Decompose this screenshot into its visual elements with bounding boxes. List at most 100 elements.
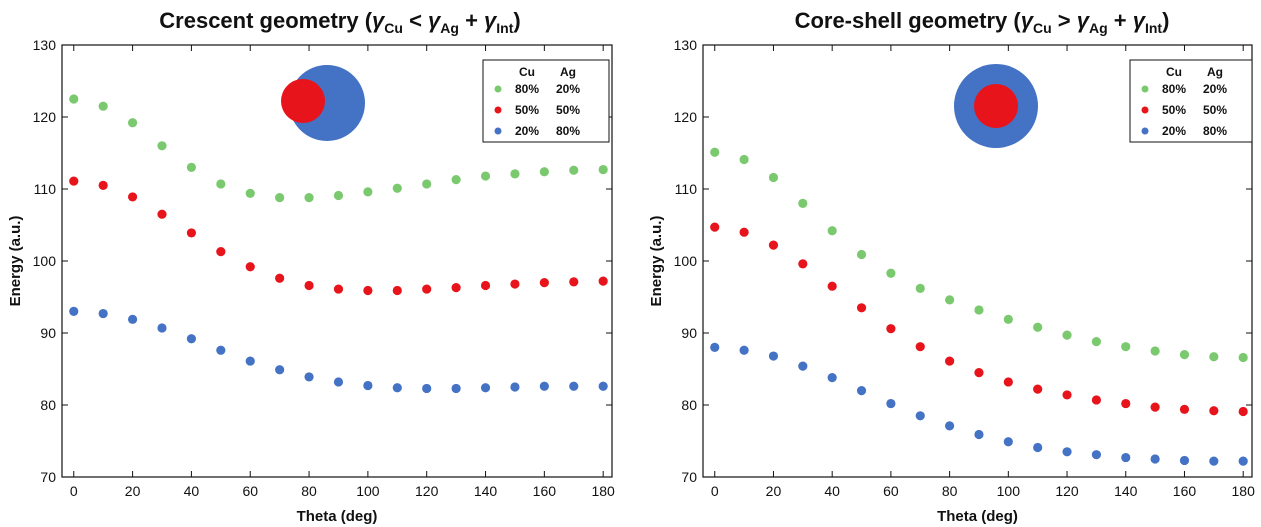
- legend-marker: [494, 85, 502, 93]
- x-tick-label: 120: [1055, 483, 1079, 499]
- title-plus: +: [1108, 8, 1133, 33]
- title-main: Crescent geometry (: [159, 8, 372, 33]
- data-point: [245, 356, 255, 366]
- data-point: [275, 365, 285, 375]
- data-point: [798, 361, 808, 371]
- data-point: [157, 323, 167, 333]
- data-point: [569, 277, 579, 287]
- y-axis-label: Energy (a.u.): [7, 216, 24, 307]
- data-point: [1179, 404, 1190, 414]
- data-point: [1150, 402, 1160, 412]
- data-point: [974, 368, 984, 378]
- chart-panel-2: Core-shell geometry (γCu > γAg + γInt)70…: [648, 8, 1255, 525]
- data-point: [333, 190, 344, 201]
- legend: Cu Ag 80% 20% 50% 50% 20% 80%: [1129, 59, 1253, 143]
- legend-header-cu: Cu: [1166, 65, 1182, 79]
- data-point: [1003, 437, 1013, 447]
- series-3: [69, 306, 608, 394]
- data-point: [739, 227, 749, 237]
- x-tick-label: 60: [883, 483, 899, 499]
- legend-cu-value: 20%: [1162, 124, 1186, 138]
- data-point: [98, 308, 108, 319]
- x-tick-label: 180: [1232, 483, 1256, 499]
- data-point: [798, 259, 808, 269]
- data-point: [1179, 350, 1190, 360]
- data-point: [886, 398, 896, 409]
- data-point: [710, 147, 720, 157]
- data-point: [1121, 452, 1131, 463]
- y-tick-label: 90: [40, 325, 56, 341]
- data-point: [510, 382, 520, 392]
- data-point: [1238, 406, 1248, 417]
- data-point: [768, 351, 779, 361]
- y-tick-label: 130: [674, 37, 698, 53]
- title-gamma-3: γ: [1133, 8, 1147, 33]
- title-sub-3: Int: [496, 20, 513, 36]
- data-point: [69, 306, 79, 316]
- legend-header-ag: Ag: [560, 65, 576, 79]
- title-close: ): [513, 8, 520, 33]
- data-point: [69, 94, 79, 104]
- legend-marker: [1141, 85, 1149, 93]
- data-point: [739, 154, 749, 165]
- data-point: [1209, 406, 1219, 416]
- title-gamma-2: γ: [1077, 8, 1091, 33]
- data-point: [539, 278, 549, 288]
- x-tick-label: 120: [415, 483, 439, 499]
- legend-ag-value: 50%: [1203, 103, 1227, 117]
- x-tick-label: 160: [1173, 483, 1197, 499]
- data-point: [304, 193, 314, 203]
- data-point: [1003, 314, 1013, 324]
- data-point: [451, 175, 461, 185]
- legend-ag-value: 80%: [1203, 124, 1227, 138]
- data-point: [98, 180, 108, 190]
- legend-header-cu: Cu: [519, 65, 535, 79]
- data-point: [245, 262, 255, 272]
- data-point: [186, 334, 197, 344]
- data-point: [945, 295, 955, 305]
- x-tick-label: 80: [942, 483, 958, 499]
- data-point: [1062, 447, 1072, 457]
- data-point: [304, 372, 314, 382]
- data-point: [216, 345, 226, 355]
- legend-header-ag: Ag: [1207, 65, 1223, 79]
- data-point: [598, 276, 608, 286]
- data-point: [1121, 398, 1131, 409]
- data-point: [974, 429, 984, 440]
- x-tick-label: 0: [70, 483, 78, 499]
- y-axis-label: Energy (a.u.): [648, 216, 665, 307]
- data-point: [363, 285, 373, 296]
- data-point: [886, 268, 896, 278]
- legend-cu-value: 50%: [1162, 103, 1186, 117]
- y-tick-label: 120: [674, 109, 698, 125]
- data-point: [127, 118, 138, 128]
- data-point: [945, 421, 955, 431]
- data-point: [827, 373, 837, 383]
- data-point: [363, 380, 373, 391]
- title-operator: >: [1052, 8, 1077, 33]
- x-tick-label: 100: [997, 483, 1021, 499]
- data-point: [186, 162, 197, 172]
- y-tick-label: 120: [33, 109, 57, 125]
- y-tick-label: 80: [681, 397, 697, 413]
- chart-panel-1: Crescent geometry (γCu < γAg + γInt)7080…: [7, 8, 615, 525]
- x-tick-label: 20: [125, 483, 141, 499]
- data-point: [598, 164, 608, 175]
- data-point: [480, 171, 491, 181]
- y-tick-label: 100: [674, 253, 698, 269]
- data-point: [422, 284, 432, 294]
- x-tick-label: 140: [474, 483, 498, 499]
- legend-marker: [494, 127, 502, 135]
- title-gamma-2: γ: [428, 8, 442, 33]
- data-point: [1033, 384, 1043, 394]
- legend-ag-value: 80%: [556, 124, 580, 138]
- data-point: [422, 383, 432, 394]
- legend-cu-value: 80%: [1162, 82, 1186, 96]
- data-point: [569, 165, 579, 175]
- data-point: [915, 283, 925, 293]
- data-point: [186, 228, 197, 238]
- data-point: [856, 249, 867, 260]
- title-gamma-3: γ: [484, 8, 498, 33]
- data-point: [915, 411, 925, 421]
